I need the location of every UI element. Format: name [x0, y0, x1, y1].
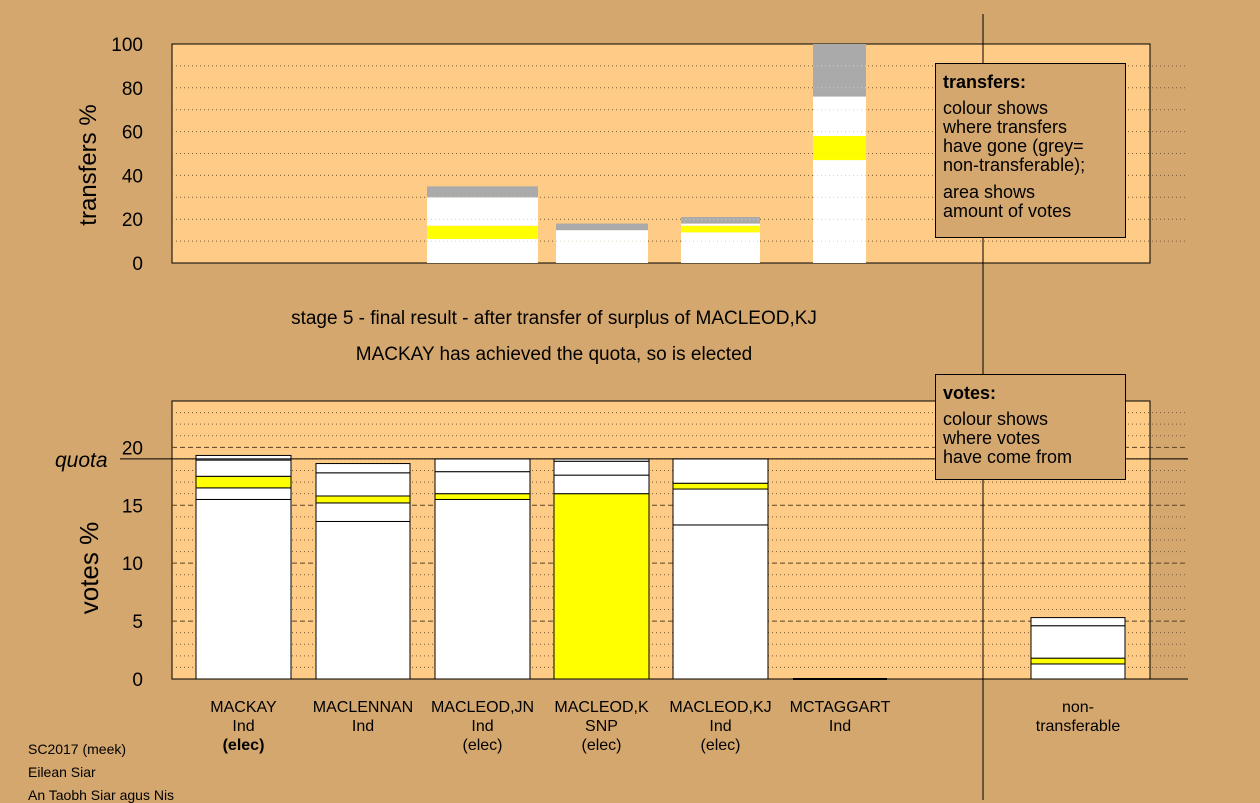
y-tick-label: 0	[132, 254, 143, 275]
transfer-segment	[427, 186, 538, 198]
transfers-legend-colour-text: colour shows where transfers have gone (…	[943, 99, 1118, 175]
transfer-segment	[681, 232, 760, 263]
transfers-legend-line: amount of votes	[943, 201, 1072, 221]
nontransferable-label: transferable	[1036, 718, 1121, 735]
vote-segment	[434, 471, 531, 495]
y-tick-label: 20	[122, 210, 143, 231]
y-tick-label: 0	[132, 670, 143, 691]
transfers-legend-line: where transfers	[943, 117, 1068, 137]
vote-segment	[434, 458, 531, 473]
transfer-segment	[681, 225, 760, 233]
transfer-segment	[427, 197, 538, 226]
vote-segment	[1030, 625, 1126, 659]
transfers-grid	[172, 65, 1188, 242]
vote-segment	[672, 524, 769, 680]
candidate-name: MACKAY	[210, 699, 277, 716]
votes-legend-title: votes:	[943, 383, 997, 403]
elected-caption: MACKAY has achieved the quota, so is ele…	[356, 344, 752, 365]
quota-label: quota	[55, 449, 108, 472]
vote-segment	[315, 495, 411, 504]
transfer-segment	[813, 135, 866, 161]
y-tick-label: 40	[122, 166, 143, 187]
vote-segment	[195, 454, 292, 461]
transfers-legend-line: non-transferable);	[943, 155, 1086, 175]
votes-legend-line: where votes	[943, 428, 1041, 448]
votes-y-axis-label: votes %	[74, 522, 104, 615]
vote-segment	[315, 502, 411, 522]
y-tick-label: 60	[122, 123, 143, 144]
candidate-name: MACLENNAN	[313, 699, 413, 716]
transfer-segment	[813, 96, 866, 136]
candidate-status: (elec)	[223, 737, 265, 754]
vote-segment	[1030, 663, 1126, 680]
footer-ward: An Taobh Siar agus Nis	[28, 787, 175, 803]
candidate-party: Ind	[709, 718, 731, 735]
transfer-segment	[427, 238, 538, 263]
candidate-name: MCTAGGART	[790, 699, 891, 716]
vote-segment	[195, 459, 292, 477]
transfer-segment	[427, 225, 538, 239]
transfers-y-ticks: 0 20 40 60 80 100	[111, 35, 143, 275]
transfers-y-axis-label: transfers %	[75, 104, 102, 225]
candidate-status: (elec)	[581, 737, 621, 754]
votes-bars	[195, 454, 1126, 680]
vote-segment	[672, 482, 769, 490]
y-tick-label: 20	[122, 438, 143, 459]
transfers-bars	[427, 44, 866, 263]
vote-segment	[195, 498, 292, 680]
transfer-segment	[681, 217, 760, 224]
vote-segment	[553, 460, 650, 476]
footer-council: Eilean Siar	[28, 764, 96, 780]
votes-legend-text: colour shows where votes have come from	[943, 410, 1118, 467]
transfers-legend-line: colour shows	[943, 98, 1049, 118]
vote-segment	[553, 474, 650, 495]
vote-segment	[195, 487, 292, 500]
y-tick-label: 10	[122, 554, 143, 575]
transfer-segment	[556, 223, 648, 231]
transfers-legend-line: area shows	[943, 182, 1036, 202]
votes-y-ticks: 0 5 10 15 20	[122, 438, 143, 691]
candidate-name: MACLEOD,KJ	[669, 699, 771, 716]
candidate-party: Ind	[471, 718, 493, 735]
candidate-labels: MACKAY Ind (elec) MACLENNAN Ind MACLEOD,JN Ind…	[210, 699, 1120, 754]
vote-segment	[553, 493, 650, 680]
vote-segment	[672, 458, 769, 484]
vote-segment	[315, 463, 411, 474]
transfer-segment	[813, 44, 866, 97]
vote-segment	[672, 488, 769, 526]
y-tick-label: 15	[122, 496, 143, 517]
stage-caption: stage 5 - final result - after transfer …	[291, 308, 817, 329]
candidate-party: SNP	[585, 718, 618, 735]
votes-legend: votes: colour shows where votes have com…	[935, 374, 1126, 480]
nontransferable-label: non-	[1062, 699, 1094, 716]
vote-segment	[434, 498, 531, 680]
y-tick-label: 5	[132, 612, 143, 633]
vote-segment	[195, 475, 292, 489]
candidate-party: Ind	[352, 718, 374, 735]
footer-election: SC2017 (meek)	[28, 741, 127, 757]
y-tick-label: 100	[111, 35, 143, 56]
vote-segment	[434, 493, 531, 500]
vote-segment	[315, 472, 411, 497]
transfers-legend: transfers: colour shows where transfers …	[935, 63, 1126, 238]
transfer-segment	[813, 160, 866, 263]
candidate-party: Ind	[829, 718, 851, 735]
transfers-legend-line: have gone (grey=	[943, 136, 1084, 156]
candidate-status: (elec)	[700, 737, 740, 754]
votes-legend-line: colour shows	[943, 409, 1049, 429]
vote-segment	[1030, 657, 1126, 665]
transfer-segment	[556, 230, 648, 263]
transfers-legend-title: transfers:	[943, 72, 1027, 92]
transfer-segment	[681, 223, 760, 226]
vote-segment	[1030, 617, 1126, 627]
candidate-name: MACLEOD,K	[554, 699, 649, 716]
votes-legend-line: have come from	[943, 447, 1073, 467]
candidate-status: (elec)	[462, 737, 502, 754]
candidate-party: Ind	[232, 718, 254, 735]
candidate-name: MACLEOD,JN	[431, 699, 534, 716]
vote-segment	[315, 520, 411, 680]
y-tick-label: 80	[122, 79, 143, 100]
transfers-legend-area-text: area shows amount of votes	[943, 183, 1118, 221]
